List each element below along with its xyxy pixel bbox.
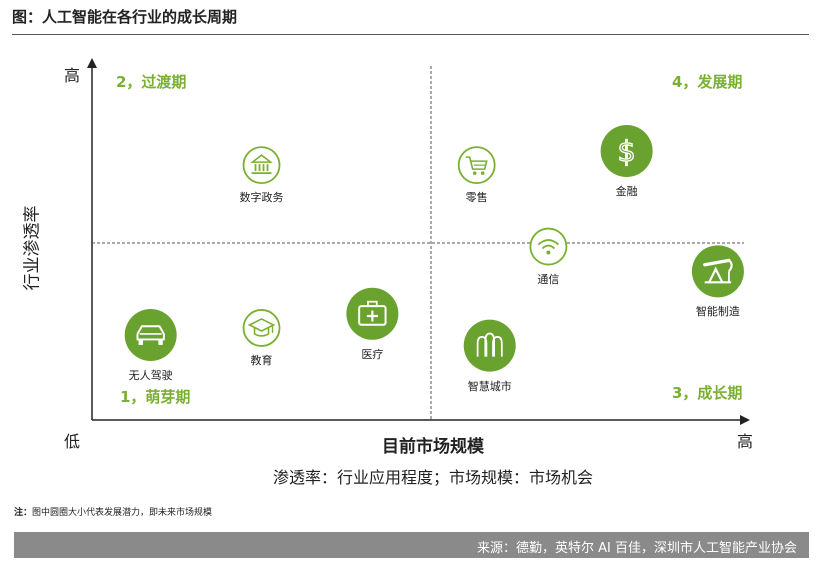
wifi-icon [537,239,560,255]
data-point-1 [242,146,281,185]
medical-kit-icon [358,300,387,326]
data-point-label: 通信 [537,272,560,286]
oil-pump-icon [703,258,733,284]
graduation-cap-icon [247,318,276,337]
footnote-text: 图中圆圈大小代表发展潜力，即未来市场规模 [32,508,213,518]
y-axis-high-label: 高 [64,66,81,85]
source-text: 来源：德勤，英特尔 AI 百佳，深圳市人工智能产业协会 [477,541,797,556]
y-axis-arrow-icon [87,58,97,68]
quadrant-label-development: 4，发展期 [672,73,743,91]
data-point-2 [457,146,496,185]
source-bar: 来源：德勤，英特尔 AI 百佳，深圳市人工智能产业协会 [14,532,809,558]
dollar-sign-icon: $ [617,133,637,168]
data-point-5 [691,245,744,298]
city-hands-icon [476,332,503,357]
quadrant-label-transition: 2，过渡期 [116,73,187,91]
quadrant-chart: $ [87,58,750,425]
title-divider [12,34,809,35]
data-point-label: 智能制造 [695,305,740,319]
data-point-label: 无人驾驶 [128,369,173,383]
footnote: 注：图中圆圈大小代表发展潜力，即未来市场规模 [14,505,212,518]
chart-title: 图：人工智能在各行业的成长周期 [12,8,238,26]
quadrant-label-growth: 3，成长期 [672,384,743,402]
data-point-label: 智慧城市 [467,379,512,393]
data-point-label: 零售 [465,191,488,205]
data-point-circle [463,319,516,372]
data-point-circle [242,309,281,347]
shopping-cart-icon [465,156,488,175]
data-point-circle [124,309,177,362]
data-point-3: $ [600,124,653,177]
x-axis-title: 目前市场规模 [382,437,484,457]
data-point-7 [242,309,281,347]
data-point-8 [346,287,399,340]
data-point-circle [242,146,281,185]
data-point-label: 教育 [250,353,273,367]
footnote-prefix: 注： [14,508,33,518]
data-point-label: 数字政务 [239,191,284,205]
data-point-9 [463,319,516,372]
data-point-circle [529,227,568,266]
x-axis-high-label: 高 [737,432,754,451]
quadrant-label-emergence: 1，萌芽期 [120,388,191,406]
y-axis-title: 行业渗透率 [22,205,43,291]
data-point-circle [600,124,653,177]
svg-text:$: $ [618,134,636,168]
x-axis-low-label: 低 [64,432,81,451]
data-point-label: 医疗 [361,347,384,361]
data-point-label: 金融 [615,184,638,198]
data-point-4 [529,227,568,266]
x-axis-arrow-icon [740,415,750,425]
data-point-6 [124,309,177,362]
government-building-icon [250,154,273,175]
axis-definition-note: 渗透率：行业应用程度；市场规模：市场机会 [272,468,594,487]
car-icon [136,325,165,345]
